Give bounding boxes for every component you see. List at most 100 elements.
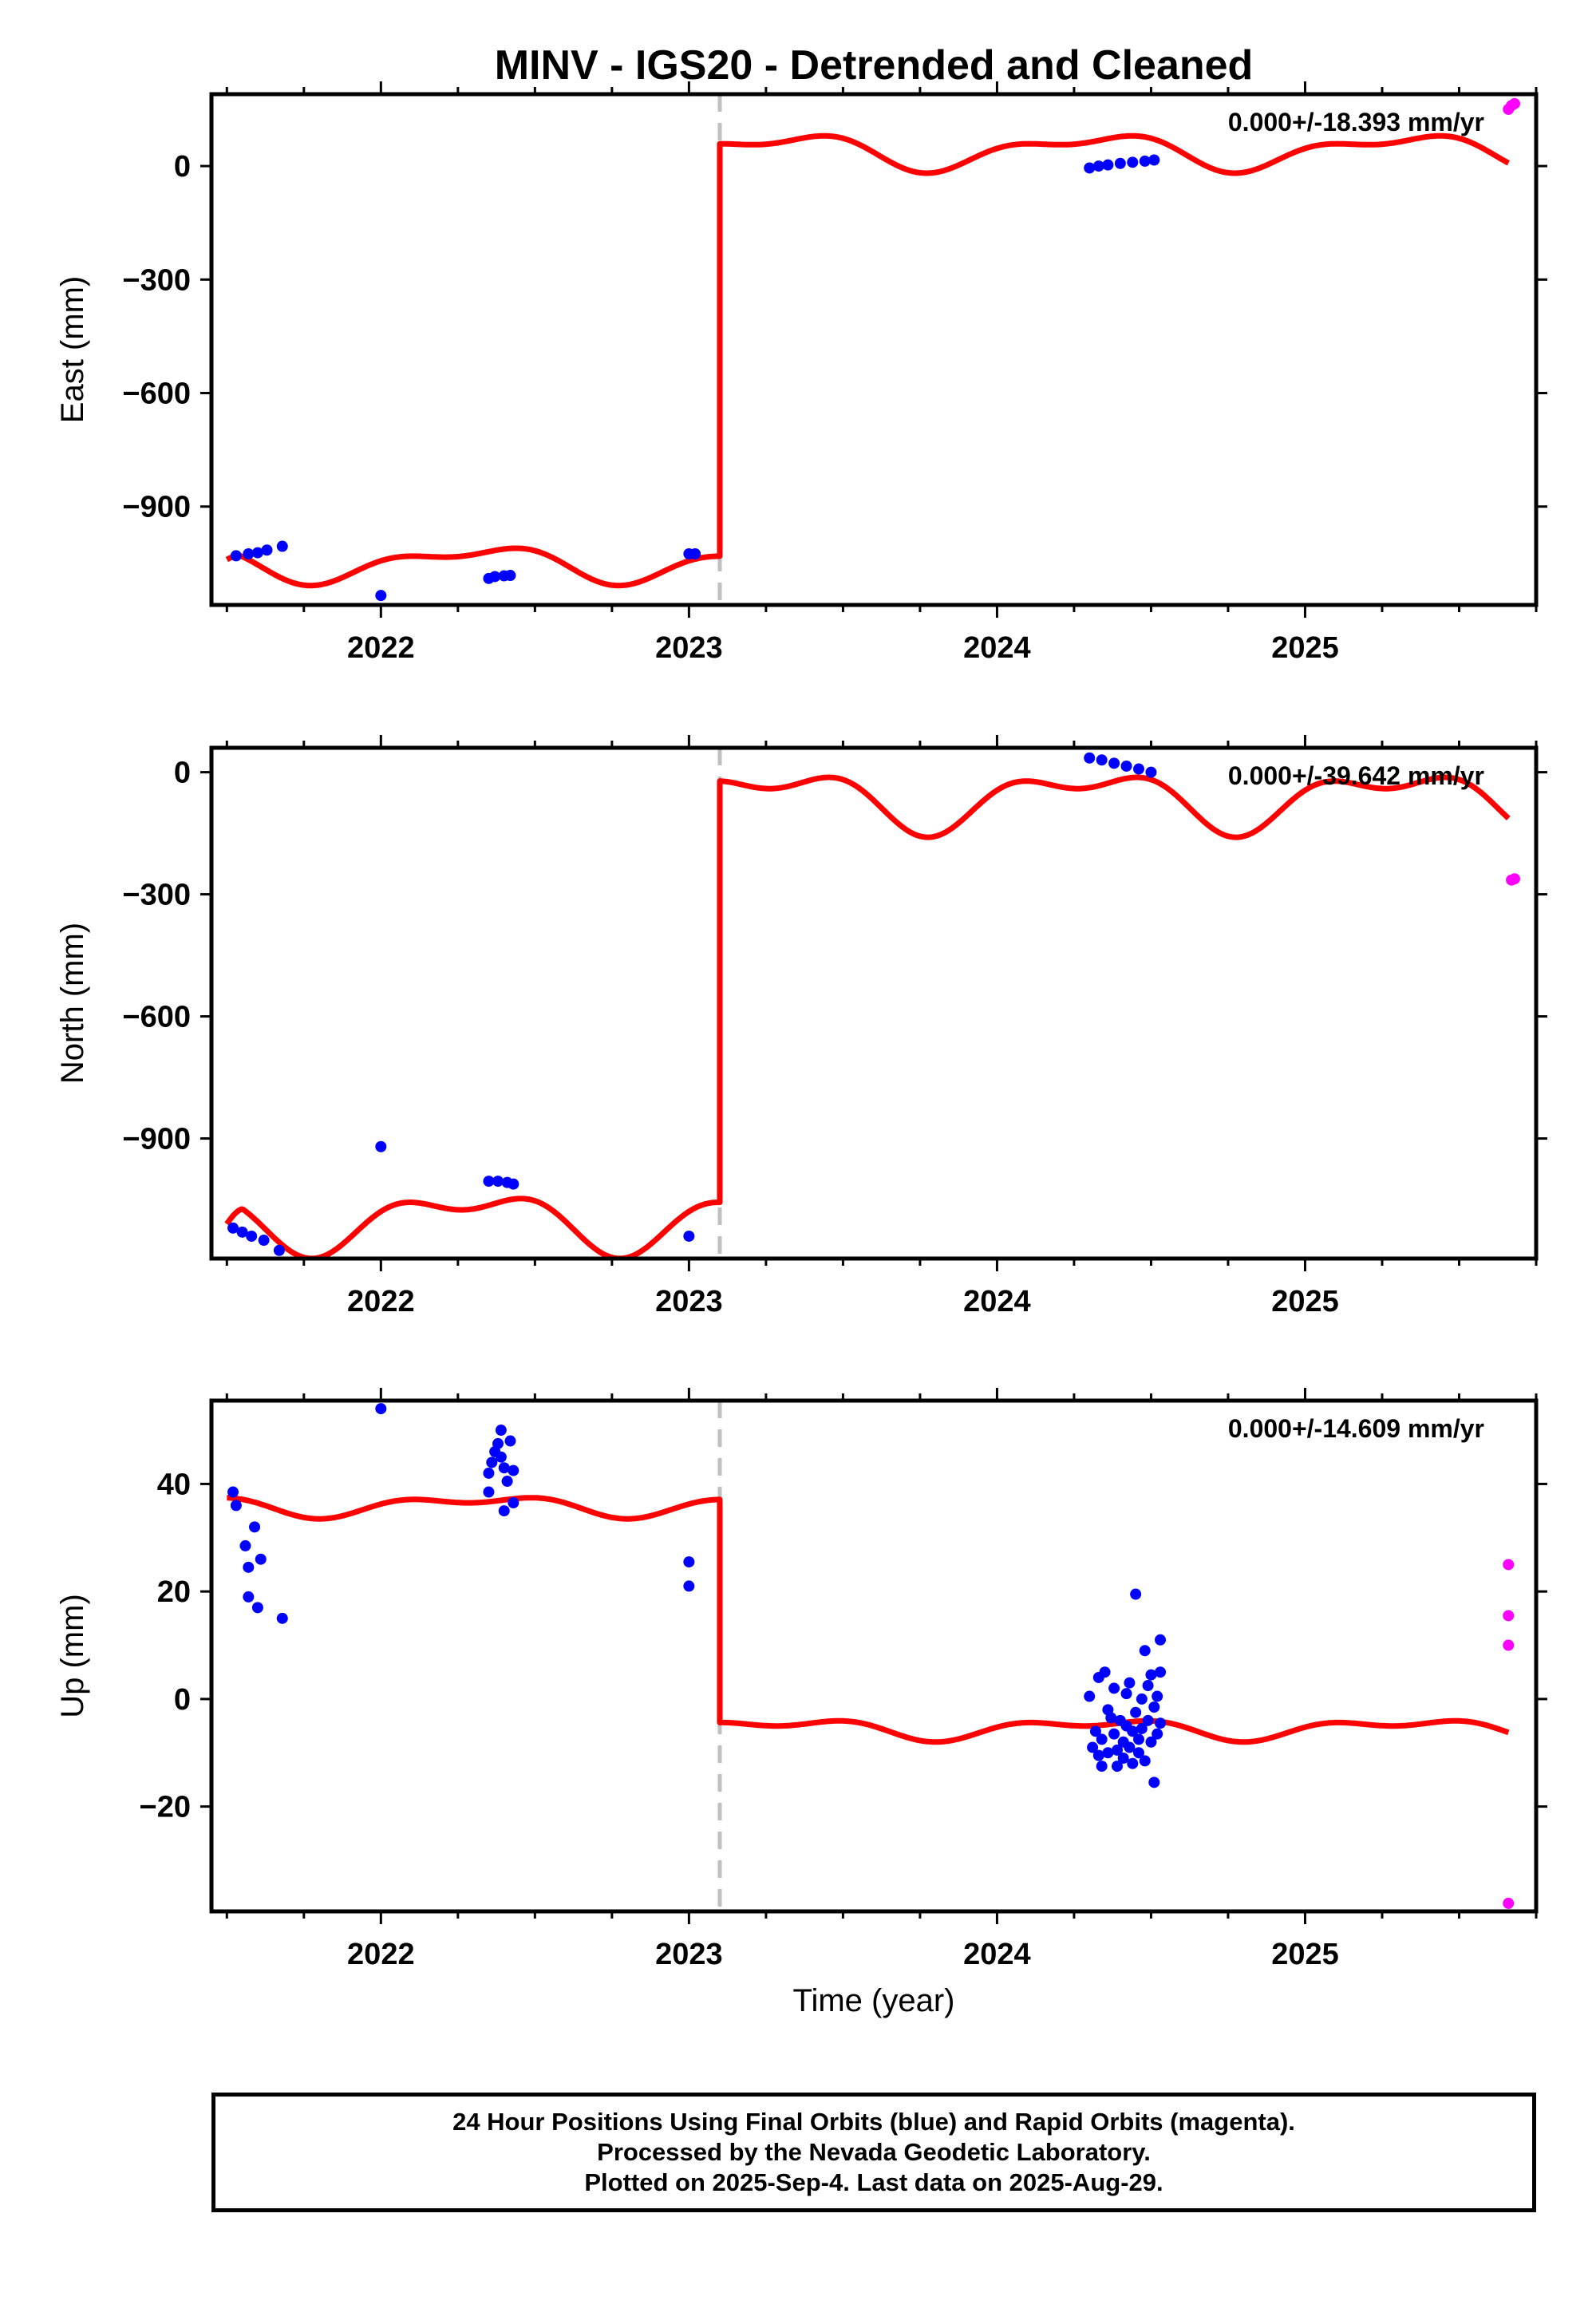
- y-tick-label: 0: [174, 150, 191, 184]
- data-point: [1133, 1747, 1144, 1759]
- footer-line-3: Plotted on 2025-Sep-4. Last data on 2025…: [584, 2168, 1163, 2196]
- data-point: [1148, 1701, 1160, 1713]
- data-point: [495, 1451, 507, 1463]
- data-point: [495, 1425, 507, 1437]
- data-point: [1092, 160, 1104, 172]
- data-point: [375, 590, 387, 602]
- x-tick-label: 2022: [347, 1938, 415, 1971]
- data-point: [239, 1539, 251, 1551]
- series-rapid-orbits: [1503, 97, 1520, 115]
- data-point: [1503, 1610, 1515, 1622]
- data-point: [258, 1235, 270, 1247]
- series-rapid-orbits: [1506, 873, 1520, 886]
- y-tick-label: −900: [122, 491, 191, 524]
- plot-frame: [209, 745, 1539, 1261]
- data-point: [255, 1553, 267, 1565]
- data-point: [1133, 763, 1144, 775]
- data-point: [1139, 155, 1151, 167]
- data-point: [1139, 1645, 1151, 1657]
- data-point: [1087, 1741, 1099, 1753]
- x-tick-label: 2022: [347, 1285, 415, 1318]
- data-point: [276, 1612, 288, 1624]
- data-point: [1099, 1666, 1111, 1678]
- data-point: [1136, 1722, 1148, 1734]
- y-tick-label: −20: [140, 1791, 191, 1824]
- y-axis-title: Up (mm): [55, 1594, 90, 1718]
- data-point: [1084, 752, 1096, 764]
- y-tick-label: 20: [157, 1575, 191, 1609]
- x-tick-label: 2023: [655, 631, 723, 665]
- data-point: [230, 550, 242, 562]
- data-point: [1142, 1680, 1154, 1692]
- data-point: [508, 1178, 519, 1190]
- x-tick-label: 2023: [655, 1938, 723, 1971]
- data-point: [1096, 1733, 1108, 1745]
- data-point: [1152, 1690, 1163, 1702]
- series-final-orbits: [227, 1403, 1167, 1788]
- x-tick-label: 2025: [1271, 1938, 1339, 1971]
- data-point: [1096, 1761, 1108, 1773]
- data-point: [508, 1497, 519, 1508]
- data-point: [1508, 873, 1520, 885]
- data-point: [243, 1561, 255, 1573]
- data-point: [1155, 1634, 1167, 1646]
- footer-caption-box: 24 Hour Positions Using Final Orbits (bl…: [211, 2093, 1536, 2212]
- data-point: [1127, 1725, 1139, 1737]
- data-point: [1089, 1725, 1101, 1737]
- data-point: [1130, 1706, 1142, 1718]
- series-final-orbits: [230, 154, 1160, 602]
- data-point: [504, 1435, 516, 1447]
- data-point: [1130, 1588, 1142, 1600]
- data-point: [1114, 157, 1126, 169]
- data-point: [1508, 97, 1520, 109]
- footer-line-2: Processed by the Nevada Geodetic Laborat…: [597, 2138, 1151, 2166]
- y-tick-label: −300: [122, 263, 191, 297]
- data-point: [1108, 1682, 1120, 1694]
- data-point: [243, 548, 255, 559]
- data-point: [1084, 1690, 1096, 1702]
- velocity-rate-label: 0.000+/-39.642 mm/yr: [1228, 761, 1484, 790]
- data-point: [1503, 1897, 1515, 1909]
- data-point: [261, 544, 273, 556]
- panel-2: 0 −300 −600 −900 2022 2023 2024 2025 North (mm) 0…: [55, 735, 1547, 1318]
- data-point: [1102, 1747, 1114, 1759]
- footer-line-1: 24 Hour Positions Using Final Orbits (bl…: [452, 2108, 1295, 2136]
- data-point: [1127, 1757, 1139, 1769]
- data-point: [1111, 1761, 1123, 1773]
- data-point: [1117, 1753, 1129, 1764]
- data-point: [1124, 1741, 1136, 1753]
- data-point: [498, 1462, 510, 1474]
- data-point: [227, 1486, 239, 1498]
- data-point: [251, 547, 263, 559]
- panels-group: 0 −300 −600 −900 2022 2023 2024 2025 East (mm) 0.…: [55, 81, 1547, 1971]
- data-point: [504, 570, 516, 582]
- data-point: [1127, 156, 1139, 168]
- data-point: [498, 1505, 510, 1517]
- y-tick-label: −600: [122, 377, 191, 411]
- data-point: [1105, 1712, 1117, 1724]
- series-final-orbits: [227, 752, 1157, 1256]
- data-point: [375, 1140, 387, 1152]
- data-point: [508, 1464, 519, 1476]
- data-point: [1108, 1728, 1120, 1740]
- model-fit-curve: [225, 1495, 1511, 1745]
- data-point: [483, 1467, 495, 1479]
- data-point: [276, 540, 288, 552]
- x-axis-title: Time (year): [793, 1983, 955, 2018]
- data-point: [1111, 1744, 1123, 1756]
- data-point: [1148, 1777, 1160, 1788]
- data-point: [1133, 1733, 1144, 1745]
- data-point: [1102, 159, 1114, 171]
- data-point: [683, 1580, 695, 1592]
- data-point: [230, 1500, 242, 1512]
- plot-frame: [209, 1398, 1539, 1914]
- data-point: [1152, 1728, 1163, 1740]
- data-point: [501, 1476, 513, 1488]
- data-point: [683, 1230, 695, 1242]
- data-point: [251, 1602, 263, 1614]
- data-point: [375, 1403, 387, 1415]
- panel-3: 40 20 0 −20 2022 2023 2024 2025 Up (mm) 0.000+/-1…: [55, 1388, 1547, 1971]
- data-point: [1142, 1714, 1154, 1726]
- data-point: [486, 1456, 498, 1468]
